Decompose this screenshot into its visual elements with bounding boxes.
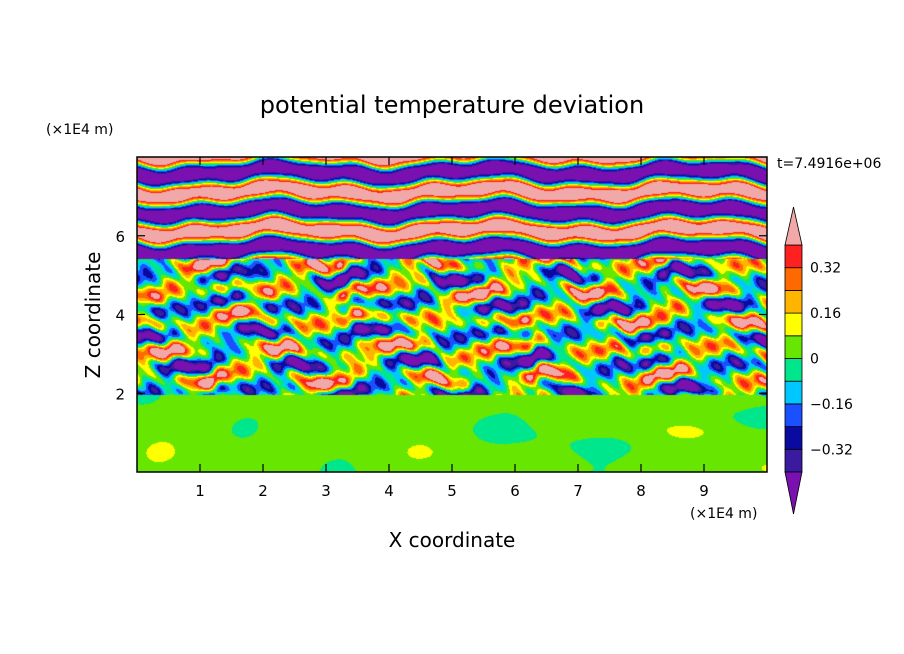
colorbar: 0.32 0.16 0 −0.16 −0.32 bbox=[784, 206, 853, 515]
y-tick-label: 2 bbox=[115, 385, 125, 403]
colorbar-bin bbox=[784, 380, 803, 405]
colorbar-bin bbox=[784, 267, 803, 291]
colorbar-bin bbox=[784, 448, 803, 473]
x-tick-label: 3 bbox=[321, 482, 331, 500]
colorbar-bin bbox=[784, 289, 803, 314]
x-axis: 1 2 3 4 5 6 7 8 9 bbox=[195, 157, 709, 500]
chart-title: potential temperature deviation bbox=[260, 91, 644, 119]
field-plot-area bbox=[137, 157, 767, 472]
y-tick-label: 4 bbox=[115, 307, 125, 325]
x-tick-label: 2 bbox=[258, 482, 268, 500]
colorbar-bin bbox=[784, 335, 803, 359]
x-tick-label: 8 bbox=[636, 482, 646, 500]
x-unit-label: (×1E4 m) bbox=[690, 506, 757, 522]
colorbar-label: 0 bbox=[810, 352, 819, 368]
y-tick-label: 6 bbox=[115, 228, 125, 246]
x-axis-label: X coordinate bbox=[389, 528, 516, 552]
y-unit-label: (×1E4 m) bbox=[46, 122, 113, 138]
x-tick-label: 4 bbox=[384, 482, 394, 500]
y-axis-label: Z coordinate bbox=[81, 252, 105, 379]
colorbar-under-triangle bbox=[784, 471, 803, 515]
time-label: t=7.4916e+06 bbox=[777, 156, 881, 172]
x-tick-label: 7 bbox=[573, 482, 583, 500]
x-tick-label: 9 bbox=[699, 482, 709, 500]
colorbar-over-triangle bbox=[784, 206, 803, 246]
x-tick-label: 1 bbox=[195, 482, 205, 500]
colorbar-label: 0.32 bbox=[810, 261, 841, 277]
x-tick-label: 6 bbox=[510, 482, 520, 500]
x-tick-label: 5 bbox=[447, 482, 457, 500]
colorbar-bin bbox=[784, 426, 803, 450]
colorbar-bin bbox=[784, 403, 803, 427]
colorbar-label: 0.16 bbox=[810, 306, 841, 322]
colorbar-bin bbox=[784, 358, 803, 382]
y-axis: 2 4 6 bbox=[115, 228, 767, 403]
colorbar-bin bbox=[784, 244, 803, 269]
colorbar-bin bbox=[784, 312, 803, 337]
field-image bbox=[137, 157, 767, 472]
colorbar-label: −0.16 bbox=[810, 397, 853, 413]
colorbar-label: −0.32 bbox=[810, 442, 853, 458]
